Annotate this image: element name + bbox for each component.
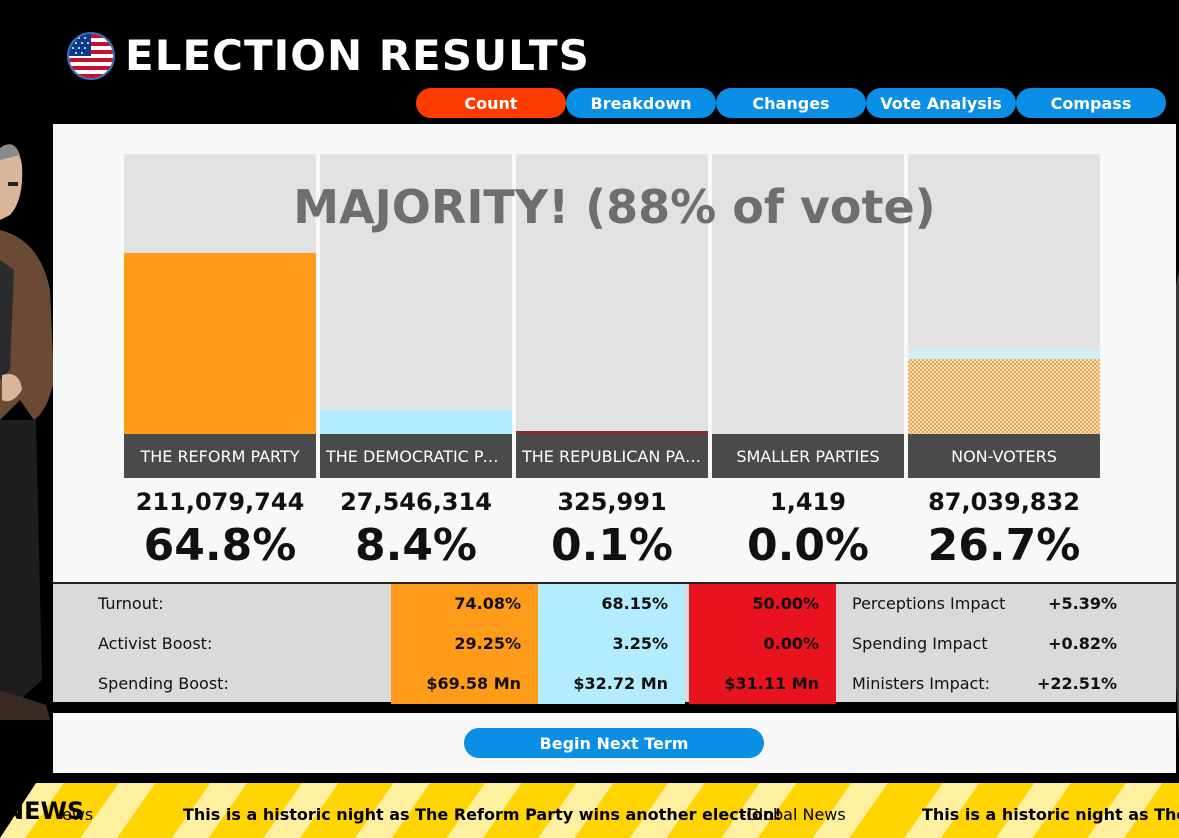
vote-count: 1,419 [770, 488, 846, 516]
tab-changes[interactable]: Changes [716, 88, 866, 118]
party-label: THE REFORM PARTY [124, 434, 316, 478]
stats-row: Turnout: 74.08% 68.15% 50.00% Perception… [53, 584, 1176, 624]
tab-vote-analysis[interactable]: Vote Analysis [866, 88, 1016, 118]
stat-value: 0.00% [689, 624, 836, 664]
impact-value: +22.51% [1036, 674, 1117, 693]
stat-label: Spending Boost: [98, 674, 229, 693]
tab-bar: Count Breakdown Changes Vote Analysis Co… [416, 88, 1166, 118]
results-panel: MAJORITY! (88% of vote) THE REFORM PARTY… [53, 124, 1176, 582]
news-ticker: ews This is a historic night as The Refo… [0, 783, 1179, 838]
vote-count: 87,039,832 [928, 488, 1080, 516]
stat-label: Turnout: [98, 594, 164, 613]
impact-label: Ministers Impact: [852, 674, 991, 693]
vote-bar-fill [908, 359, 1100, 434]
vote-count: 325,991 [557, 488, 667, 516]
stat-value: $32.72 Mn [538, 664, 685, 704]
party-label: NON-VOTERS [908, 434, 1100, 478]
stat-value: 50.00% [689, 584, 836, 624]
vote-bar-track [320, 154, 512, 434]
stat-value: $69.58 Mn [391, 664, 538, 704]
vote-bar-fill [516, 431, 708, 434]
tab-count[interactable]: Count [416, 88, 566, 118]
page-title: ELECTION RESULTS [125, 31, 590, 80]
stat-value: 74.08% [391, 584, 538, 624]
vote-bar-track [712, 154, 904, 434]
stat-value: 3.25% [538, 624, 685, 664]
vote-percent: 0.1% [550, 520, 674, 571]
us-flag-icon [67, 32, 115, 80]
leader-portrait [0, 120, 54, 730]
stats-table: Turnout: 74.08% 68.15% 50.00% Perception… [53, 582, 1176, 704]
vote-count: 27,546,314 [340, 488, 492, 516]
party-label: SMALLER PARTIES [712, 434, 904, 478]
ticker-source: -Global News [740, 805, 846, 824]
stat-label: Activist Boost: [98, 634, 213, 653]
vote-percent: 64.8% [143, 520, 297, 571]
stat-value: $31.11 Mn [689, 664, 836, 704]
vote-percent: 8.4% [354, 520, 478, 571]
page-header: ELECTION RESULTS [67, 30, 590, 82]
impact-label: Spending Impact [852, 634, 988, 653]
party-label: THE REPUBLICAN PAR... [516, 434, 708, 478]
vote-count: 211,079,744 [135, 488, 305, 516]
vote-bar-track [908, 154, 1100, 434]
stats-row: Spending Boost: $69.58 Mn $32.72 Mn $31.… [53, 664, 1176, 704]
stat-value: 68.15% [538, 584, 685, 624]
vote-percent: 0.0% [746, 520, 870, 571]
ticker-fragment: ews [62, 805, 94, 824]
stats-row: Activist Boost: 29.25% 3.25% 0.00% Spend… [53, 624, 1176, 664]
impact-value: +0.82% [1048, 634, 1117, 653]
vote-bar-fill [124, 253, 316, 434]
impact-value: +5.39% [1048, 594, 1117, 613]
vote-bar-track [124, 154, 316, 434]
tab-breakdown[interactable]: Breakdown [566, 88, 716, 118]
ticker-headline: This is a historic night as The Reform P… [183, 805, 782, 824]
vote-bar-fill [320, 410, 512, 434]
stat-value: 29.25% [391, 624, 538, 664]
vote-bar-track [516, 154, 708, 434]
party-label: THE DEMOCRATIC PA... [320, 434, 512, 478]
tab-compass[interactable]: Compass [1016, 88, 1166, 118]
impact-label: Perceptions Impact [852, 594, 1006, 613]
footer-bar: Begin Next Term [53, 713, 1176, 773]
non-voter-cap [908, 349, 1100, 359]
news-badge: NEWS [4, 797, 85, 825]
ticker-headline-repeat: This is a historic night as The Reform P… [922, 805, 1179, 824]
majority-banner: MAJORITY! (88% of vote) [293, 180, 936, 234]
vote-percent: 26.7% [927, 520, 1081, 571]
begin-next-term-button[interactable]: Begin Next Term [464, 728, 764, 758]
